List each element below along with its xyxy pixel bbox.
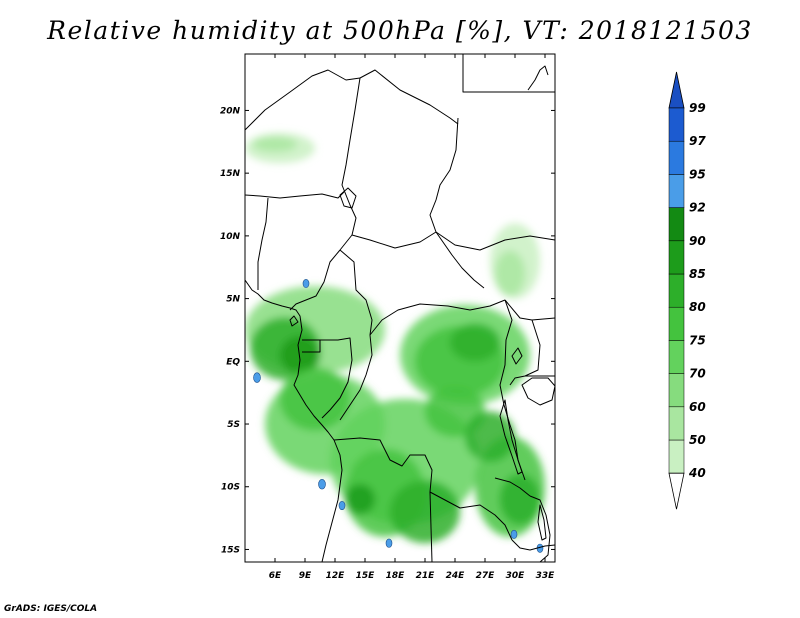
colorbar-label: 75	[689, 333, 706, 347]
humidity-peak-spot	[385, 538, 393, 548]
colorbar: 40 50 60 70 75 80 85 90 92 95 97 99	[668, 71, 706, 510]
lon-tick-label: 30E	[506, 571, 526, 581]
lake-chad	[339, 187, 357, 209]
humidity-region	[253, 136, 297, 152]
plot-frame	[244, 53, 556, 563]
map-plot-area: 6E 9E 12E 15E 18E 21E 24E 27E 30E 33E 20N 15N 10N 5N E…	[220, 53, 556, 581]
humidity-region	[495, 250, 525, 297]
border-southsudan-uganda	[504, 299, 555, 321]
lat-tick-label: 15N	[220, 169, 241, 179]
humidity-region	[390, 480, 460, 544]
humidity-peak-spot	[253, 372, 261, 383]
colorbar-label: 85	[689, 267, 706, 281]
colorbar-label: 80	[689, 300, 706, 314]
colorbar-box	[668, 240, 685, 275]
lat-tick-label: 10N	[220, 232, 241, 242]
border-congo-drc	[339, 334, 373, 421]
border-uganda-kenya	[509, 319, 541, 386]
colorbar-label: 99	[689, 101, 706, 115]
border-congo-gabon	[306, 337, 353, 419]
border-angola-zambia	[429, 491, 433, 562]
map-title: Relative humidity at 500hPa [%], VT: 201…	[47, 16, 753, 45]
colorbar-under-arrow	[668, 472, 685, 510]
humidity-peak-spot	[302, 279, 310, 289]
colorbar-box	[668, 406, 685, 441]
lon-tick-label: 18E	[386, 571, 406, 581]
colorbar-label: 70	[689, 367, 706, 381]
border-eqguinea	[302, 339, 321, 353]
colorbar-label: 40	[688, 466, 706, 480]
lon-tick-label: 33E	[536, 571, 556, 581]
border-mozambique	[511, 539, 555, 551]
colorbar-box	[668, 273, 685, 308]
humidity-peak-spot	[338, 501, 346, 511]
border-cameroon-car	[339, 249, 373, 336]
border-drc-east	[499, 299, 526, 481]
map-axes: 6E 9E 12E 15E 18E 21E 24E 27E 30E 33E 20N 15N 10N 5N E…	[220, 54, 555, 581]
humidity-peak-spot	[510, 529, 518, 539]
border-chad-niger-nigeria	[339, 77, 361, 251]
lat-tick-label: 5S	[227, 420, 240, 430]
colorbar-box	[668, 140, 685, 175]
lat-tick-label: 15S	[221, 545, 240, 555]
lon-tick-label: 24E	[446, 571, 466, 581]
lat-tick-label: 10S	[221, 483, 240, 493]
humidity-region	[280, 336, 320, 374]
colorbar-box	[668, 439, 685, 474]
border-malawi	[529, 495, 551, 562]
lake-albert	[511, 347, 523, 365]
colorbar-label: 90	[689, 234, 706, 248]
humidity-peak-spot	[318, 479, 326, 490]
lon-tick-label: 12E	[326, 571, 346, 581]
lake-tanganyika	[499, 399, 523, 475]
coastline-west-africa	[245, 279, 343, 562]
border-nigeria-west	[257, 197, 269, 290]
colorbar-label: 97	[689, 134, 706, 148]
colorbar-box	[668, 306, 685, 341]
border-drc-angola	[333, 437, 513, 541]
country-borders	[245, 54, 555, 562]
border-niger-chad	[359, 69, 459, 125]
colorbar-label: 60	[689, 400, 706, 414]
lake-victoria	[521, 377, 555, 406]
border-sudan-southsudan	[435, 231, 555, 251]
border-zambia-tanzania	[494, 477, 531, 497]
border-libya-egypt	[462, 54, 555, 93]
border-niger-nigeria	[245, 191, 345, 199]
colorbar-box	[668, 340, 685, 374]
border-car-drc	[369, 299, 506, 336]
colorbar-label: 50	[689, 433, 706, 447]
lat-tick-label: 20N	[220, 106, 241, 116]
colorbar-box	[668, 373, 685, 408]
grads-credit: GrADS: IGES/COLA	[4, 604, 98, 614]
humidity-region	[450, 323, 500, 362]
colorbar-label: 92	[689, 201, 706, 215]
humidity-region	[345, 484, 375, 515]
border-chad-sudan	[429, 117, 459, 233]
border-nigeria-cameroon	[289, 249, 341, 311]
lat-tick-label: EQ	[226, 357, 240, 367]
colorbar-over-arrow	[668, 71, 685, 109]
lon-tick-label: 15E	[356, 571, 376, 581]
red-sea-coast	[527, 65, 549, 91]
humidity-region	[280, 367, 350, 431]
lake-malawi	[537, 504, 547, 541]
bioko-island	[289, 315, 299, 327]
colorbar-label: 95	[689, 167, 706, 181]
colorbar-box	[668, 174, 685, 208]
lon-tick-label: 21E	[416, 571, 436, 581]
humidity-region	[500, 474, 540, 525]
colorbar-box	[668, 207, 685, 242]
lon-tick-label: 6E	[269, 571, 282, 581]
border-algeria-libya-niger	[245, 69, 361, 131]
lat-tick-label: 5N	[226, 295, 240, 305]
lon-tick-label: 9E	[299, 571, 312, 581]
lon-tick-label: 27E	[476, 571, 496, 581]
colorbar-box	[668, 107, 685, 142]
